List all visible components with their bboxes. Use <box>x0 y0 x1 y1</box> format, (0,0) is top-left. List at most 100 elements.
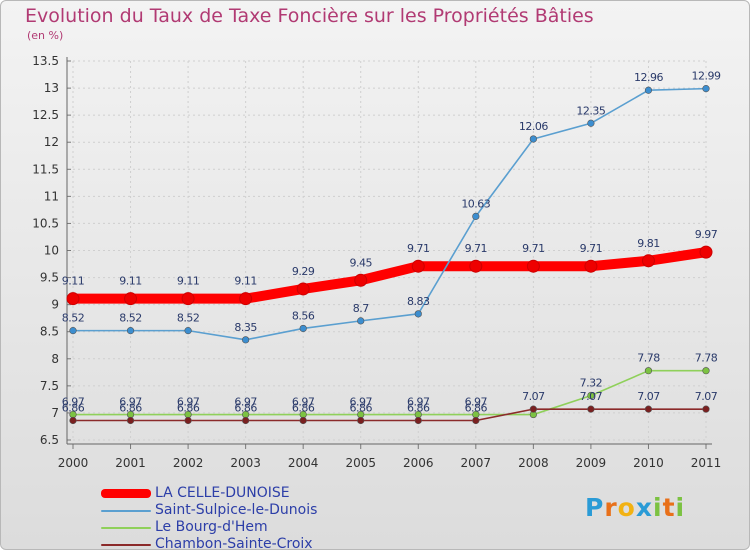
data-label: 8.52 <box>62 312 85 325</box>
data-label: 9.71 <box>522 242 545 255</box>
data-point <box>411 259 425 273</box>
data-label: 9.81 <box>637 237 660 250</box>
data-point <box>66 292 80 306</box>
data-point <box>587 392 595 400</box>
data-label: 6.97 <box>465 396 488 409</box>
data-label: 7.07 <box>695 390 718 403</box>
data-point <box>469 259 483 273</box>
data-label: 8.35 <box>234 321 257 334</box>
data-point <box>529 405 537 413</box>
chart-title: Evolution du Taux de Taxe Foncière sur l… <box>25 5 594 27</box>
data-point <box>644 367 653 375</box>
data-label: 6.97 <box>119 396 142 409</box>
data-point <box>357 416 365 425</box>
x-tick-label: 2001 <box>115 456 146 470</box>
data-point <box>299 416 307 425</box>
data-point <box>69 327 77 335</box>
data-label: 9.45 <box>349 256 372 269</box>
data-label: 7.78 <box>637 352 660 365</box>
data-label: 7.07 <box>580 390 603 403</box>
series-line <box>72 408 707 422</box>
series-3 <box>69 405 710 425</box>
series-1 <box>69 85 710 344</box>
data-point <box>702 367 710 375</box>
data-label: 9.71 <box>465 242 488 255</box>
data-point <box>184 327 192 335</box>
legend-swatch <box>101 510 151 512</box>
data-point <box>242 416 250 425</box>
data-point <box>296 282 310 296</box>
legend-swatch <box>101 544 151 546</box>
legend-label: Le Bourg-d'Hem <box>155 519 268 535</box>
series-line <box>72 87 707 341</box>
y-tick-label: 13.5 <box>32 54 59 68</box>
series-line <box>72 369 707 416</box>
data-point <box>472 416 480 425</box>
data-point <box>126 327 135 335</box>
data-label: 8.56 <box>292 309 315 322</box>
data-label: 9.71 <box>580 242 603 255</box>
data-label: 9.11 <box>62 275 85 288</box>
y-tick-label: 12 <box>44 135 59 149</box>
data-label: 9.29 <box>292 265 315 278</box>
data-label: 6.86 <box>349 402 372 415</box>
data-point <box>126 416 135 425</box>
y-tick-label: 9.5 <box>40 271 59 285</box>
data-label: 12.06 <box>519 120 548 133</box>
data-label: 6.97 <box>349 396 372 409</box>
data-point <box>699 245 713 259</box>
x-tick-label: 2011 <box>691 456 722 470</box>
y-tick-label: 8.5 <box>40 325 59 339</box>
x-tick-label: 2005 <box>345 456 376 470</box>
data-point <box>357 317 365 325</box>
legend-label: Saint-Sulpice-le-Dunois <box>155 502 318 518</box>
logo-letter: i <box>675 493 686 522</box>
x-tick-label: 2000 <box>58 456 89 470</box>
y-tick-label: 11 <box>44 189 59 203</box>
data-label: 6.86 <box>177 402 200 415</box>
logo-letter: P <box>585 493 605 522</box>
data-point <box>181 292 195 306</box>
logo-letter: t <box>662 493 676 522</box>
data-label: 9.11 <box>177 275 200 288</box>
x-tick-label: 2010 <box>633 456 664 470</box>
series-0 <box>66 245 713 306</box>
data-point <box>584 259 598 273</box>
data-point <box>124 292 138 306</box>
data-point <box>529 135 537 143</box>
legend-swatch <box>101 527 151 529</box>
data-label: 9.97 <box>695 228 718 241</box>
series-line <box>68 247 711 304</box>
x-tick-label: 2003 <box>230 456 261 470</box>
data-label: 9.11 <box>234 275 257 288</box>
y-tick-label: 11.5 <box>32 162 59 176</box>
data-point <box>414 416 422 425</box>
y-tick-label: 9 <box>51 298 59 312</box>
data-label: 6.86 <box>407 402 430 415</box>
y-tick-label: 12.5 <box>32 108 59 122</box>
y-tick-label: 7.5 <box>40 379 59 393</box>
data-label: 8.52 <box>177 312 200 325</box>
x-tick-label: 2004 <box>288 456 319 470</box>
data-label: 8.83 <box>407 295 430 308</box>
data-label: 7.32 <box>580 377 603 390</box>
data-label: 8.7 <box>353 302 369 315</box>
x-tick-label: 2007 <box>461 456 492 470</box>
data-label: 6.97 <box>407 396 430 409</box>
y-tick-label: 10.5 <box>32 216 59 230</box>
y-tick-label: 6.5 <box>40 433 59 447</box>
y-tick-label: 13 <box>44 81 59 95</box>
data-point <box>414 310 422 318</box>
y-unit-label: (en %) <box>27 29 64 42</box>
data-label: 6.86 <box>119 402 142 415</box>
data-label: 9.11 <box>119 275 142 288</box>
y-tick-label: 10 <box>44 244 59 258</box>
legend-label: LA CELLE-DUNOISE <box>155 485 290 501</box>
legend-swatch <box>101 489 151 498</box>
y-tick-label: 8 <box>51 352 59 366</box>
data-point <box>644 86 653 94</box>
data-label: 7.07 <box>637 390 660 403</box>
data-label: 6.86 <box>62 402 85 415</box>
legend-label: Chambon-Sainte-Croix <box>155 536 313 550</box>
